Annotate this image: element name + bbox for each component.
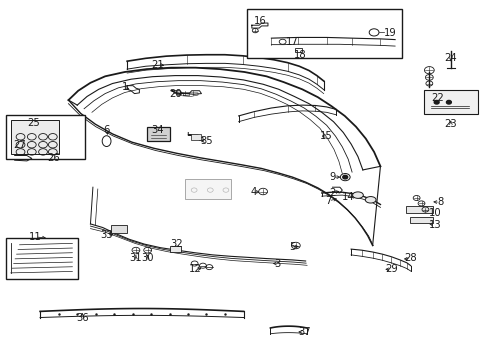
Text: 8: 8 bbox=[436, 197, 442, 207]
Text: 35: 35 bbox=[200, 136, 212, 146]
Bar bbox=[184, 179, 231, 199]
Text: 15: 15 bbox=[320, 131, 332, 141]
Text: 19: 19 bbox=[383, 28, 396, 38]
Text: 28: 28 bbox=[404, 253, 416, 264]
Text: 10: 10 bbox=[428, 208, 441, 218]
Text: 36: 36 bbox=[76, 312, 88, 323]
Text: 1: 1 bbox=[121, 82, 128, 92]
Bar bbox=[170, 246, 181, 252]
Text: 23: 23 bbox=[444, 119, 456, 129]
Text: 37: 37 bbox=[297, 327, 310, 337]
Bar bbox=[409, 217, 432, 223]
Text: 14: 14 bbox=[341, 192, 354, 202]
Text: 12: 12 bbox=[189, 264, 202, 274]
Bar bbox=[295, 48, 302, 52]
Ellipse shape bbox=[352, 192, 363, 198]
Text: 2: 2 bbox=[328, 188, 335, 198]
Text: 3: 3 bbox=[274, 258, 280, 269]
Text: 21: 21 bbox=[151, 60, 163, 70]
Text: 5: 5 bbox=[288, 242, 295, 252]
Bar bbox=[190, 134, 201, 140]
Circle shape bbox=[446, 100, 450, 104]
Text: 16: 16 bbox=[253, 16, 266, 26]
Bar bbox=[246, 9, 402, 58]
Text: 6: 6 bbox=[103, 125, 110, 135]
Circle shape bbox=[342, 175, 347, 179]
Text: 20: 20 bbox=[169, 89, 182, 99]
Circle shape bbox=[433, 100, 438, 104]
Bar bbox=[6, 238, 78, 279]
Bar bbox=[146, 127, 170, 141]
Ellipse shape bbox=[365, 197, 375, 203]
Ellipse shape bbox=[102, 136, 111, 147]
Text: 7: 7 bbox=[325, 196, 331, 206]
Text: 17: 17 bbox=[285, 37, 298, 48]
Text: 22: 22 bbox=[430, 93, 443, 103]
Text: 24: 24 bbox=[444, 53, 456, 63]
Bar bbox=[111, 225, 127, 233]
Text: 31: 31 bbox=[129, 253, 142, 264]
Text: 29: 29 bbox=[384, 264, 397, 274]
Bar bbox=[11, 120, 59, 154]
Bar bbox=[424, 90, 477, 114]
Text: 26: 26 bbox=[47, 153, 60, 163]
Text: 4: 4 bbox=[250, 186, 256, 197]
Text: 13: 13 bbox=[428, 220, 441, 230]
Text: 33: 33 bbox=[100, 230, 113, 240]
Text: 9: 9 bbox=[328, 172, 335, 182]
Text: 30: 30 bbox=[141, 253, 154, 264]
Bar bbox=[6, 115, 85, 159]
Text: 27: 27 bbox=[13, 140, 26, 150]
Text: 34: 34 bbox=[151, 125, 163, 135]
Text: 11: 11 bbox=[29, 232, 41, 242]
Text: 32: 32 bbox=[170, 239, 183, 249]
Bar bbox=[405, 206, 432, 213]
Text: 25: 25 bbox=[27, 118, 40, 128]
Text: 18: 18 bbox=[293, 50, 305, 60]
